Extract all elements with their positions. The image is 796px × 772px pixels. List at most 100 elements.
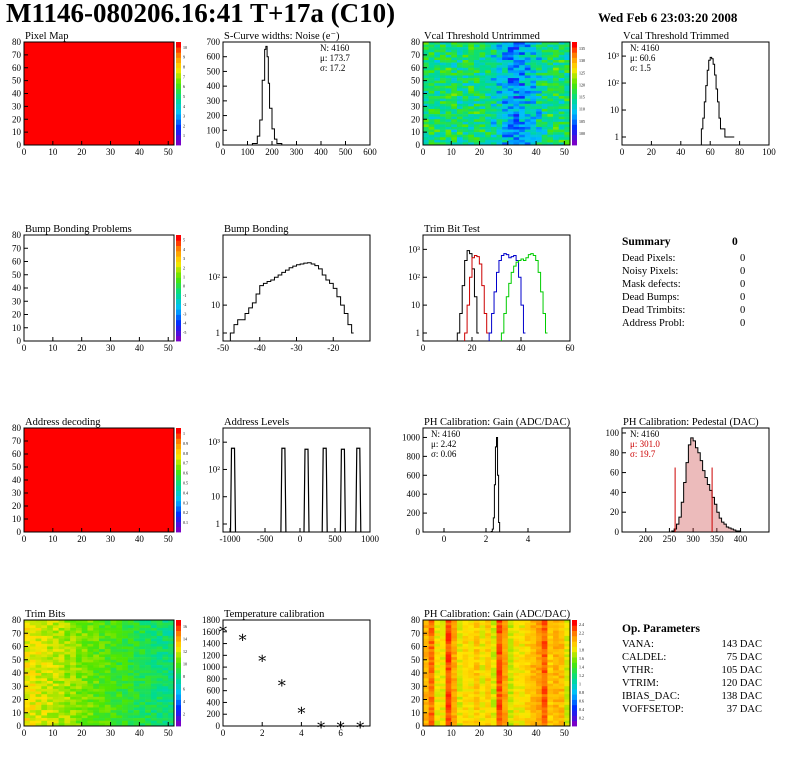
y-tick-label: 80	[411, 615, 421, 625]
heatmap-cells	[24, 620, 175, 727]
plot-frame	[422, 427, 571, 533]
y-tick-label: 400	[207, 697, 221, 707]
y-tick-label: 200	[407, 508, 421, 518]
x-tick-label: 30	[106, 147, 116, 157]
y-tick-label: 10	[12, 708, 22, 718]
y-tick-label: 20	[411, 114, 421, 124]
chart-title: PH Calibration: Gain (ADC/DAC)	[424, 417, 571, 428]
stat-n: N: 4160	[630, 429, 660, 439]
y-tick-label: 40	[411, 89, 421, 99]
x-tick-label: 30	[503, 147, 513, 157]
scatter-point: ∗	[296, 703, 307, 720]
x-tick-label: 0	[620, 147, 625, 157]
x-tick-label: 50	[560, 728, 570, 738]
histogram-series	[464, 255, 489, 341]
palette-tick-label: 10	[183, 662, 187, 667]
y-tick-label: 0	[416, 527, 421, 537]
stat-n: N: 4160	[431, 429, 461, 439]
x-tick-label: 100	[762, 147, 776, 157]
x-tick-label: 200	[265, 147, 279, 157]
x-tick-label: -20	[327, 343, 339, 353]
scatter-point: ∗	[355, 717, 366, 734]
palette-tick-label: 4	[183, 247, 185, 252]
x-tick-label: 40	[135, 147, 145, 157]
y-tick-label: 600	[207, 52, 221, 62]
x-tick-label: 40	[517, 343, 527, 353]
palette-tick-label: 1	[183, 274, 185, 279]
y-tick-label: 30	[411, 681, 421, 691]
x-tick-label: 20	[77, 343, 87, 353]
y-tick-label: 80	[411, 37, 421, 47]
y-tick-label: 10	[411, 127, 421, 137]
summary-row-label: Dead Pixels:	[622, 253, 676, 264]
x-tick-label: 200	[639, 534, 653, 544]
histogram-peak	[339, 448, 346, 533]
palette-tick-label: 1.6	[579, 656, 584, 661]
x-tick-label: -30	[291, 343, 303, 353]
y-tick-label: 70	[12, 243, 22, 253]
x-tick-label: 50	[164, 343, 174, 353]
heatmap-cells	[423, 620, 571, 727]
y-tick-label: 0	[216, 721, 221, 731]
y-tick-label: 800	[207, 674, 221, 684]
chart-title: PH Calibration: Gain (ADC/DAC)	[424, 609, 571, 620]
y-tick-label: 50	[12, 462, 22, 472]
palette-tick-label: 2.2	[579, 631, 584, 636]
y-tick-label: 1800	[202, 615, 221, 625]
chart-bump-bonding: Bump Bonding -50 -40 -30 -20 1 10 10²	[208, 224, 371, 353]
chart-title: Address Levels	[224, 417, 289, 428]
y-tick-label: 200	[207, 111, 221, 121]
chart-title: Vcal Threshold Trimmed	[623, 31, 730, 42]
palette-tick-label: -5	[183, 330, 186, 335]
chart-title: S-Curve widths: Noise (e⁻)	[224, 31, 340, 42]
y-tick-label: 10	[211, 300, 221, 310]
chart-title: Bump Bonding	[224, 224, 289, 235]
y-tick-label: 600	[207, 686, 221, 696]
y-tick-label: 0	[615, 527, 620, 537]
x-tick-label: 600	[363, 147, 377, 157]
y-tick-label: 0	[216, 140, 221, 150]
y-tick-label: 70	[12, 50, 22, 60]
op-param-value: 120 DAC	[721, 678, 762, 689]
palette-tick-label: 2	[183, 123, 185, 128]
x-tick-label: -40	[254, 343, 266, 353]
x-tick-label: 300	[686, 534, 700, 544]
op-param-value: 37 DAC	[726, 704, 762, 715]
x-tick-label: 20	[647, 147, 657, 157]
chart-address-levels: Address Levels -1000 -500 0 500 1000 1 10 10² 10³	[208, 417, 379, 544]
y-tick-label: 1	[615, 132, 620, 142]
y-tick-label: 10³	[208, 437, 220, 447]
palette-tick-label: 100	[579, 131, 585, 136]
y-tick-label: 0	[17, 527, 22, 537]
x-tick-label: 1000	[361, 534, 380, 544]
y-tick-label: 10	[12, 127, 22, 137]
y-tick-label: 0	[17, 140, 22, 150]
timestamp: Wed Feb 6 23:03:20 2008	[598, 10, 738, 25]
chart-trim-bit-test: Trim Bit Test 0 20 40 60 1 10 10² 10³	[408, 224, 575, 353]
y-tick-label: 10	[610, 105, 620, 115]
x-tick-label: 0	[22, 534, 27, 544]
histogram-series	[456, 250, 479, 341]
palette-tick-label: -3	[183, 311, 186, 316]
y-tick-label: 80	[610, 448, 620, 458]
scatter-point: ∗	[316, 717, 327, 734]
y-tick-label: 20	[411, 695, 421, 705]
palette-tick-label: 0.6	[579, 699, 584, 704]
color-palette: -5 -4 -3 -2 -1 0 1 2 3 4 5	[176, 235, 186, 342]
palette-tick-label: 5	[183, 94, 185, 99]
y-tick-label: 50	[12, 655, 22, 665]
y-tick-label: 1000	[402, 432, 421, 442]
y-tick-label: 700	[207, 37, 221, 47]
y-tick-label: 1000	[202, 662, 221, 672]
summary-row-value: 0	[740, 279, 746, 290]
y-tick-label: 10²	[208, 464, 220, 474]
x-tick-label: 2	[484, 534, 489, 544]
y-tick-label: 0	[416, 140, 421, 150]
palette-tick-label: 4	[183, 699, 185, 704]
histogram-peak	[321, 447, 328, 533]
y-tick-label: 60	[12, 642, 22, 652]
summary-row-label: Mask defects:	[622, 279, 681, 290]
summary-row-value: 0	[740, 253, 746, 264]
histogram-series	[500, 253, 548, 341]
